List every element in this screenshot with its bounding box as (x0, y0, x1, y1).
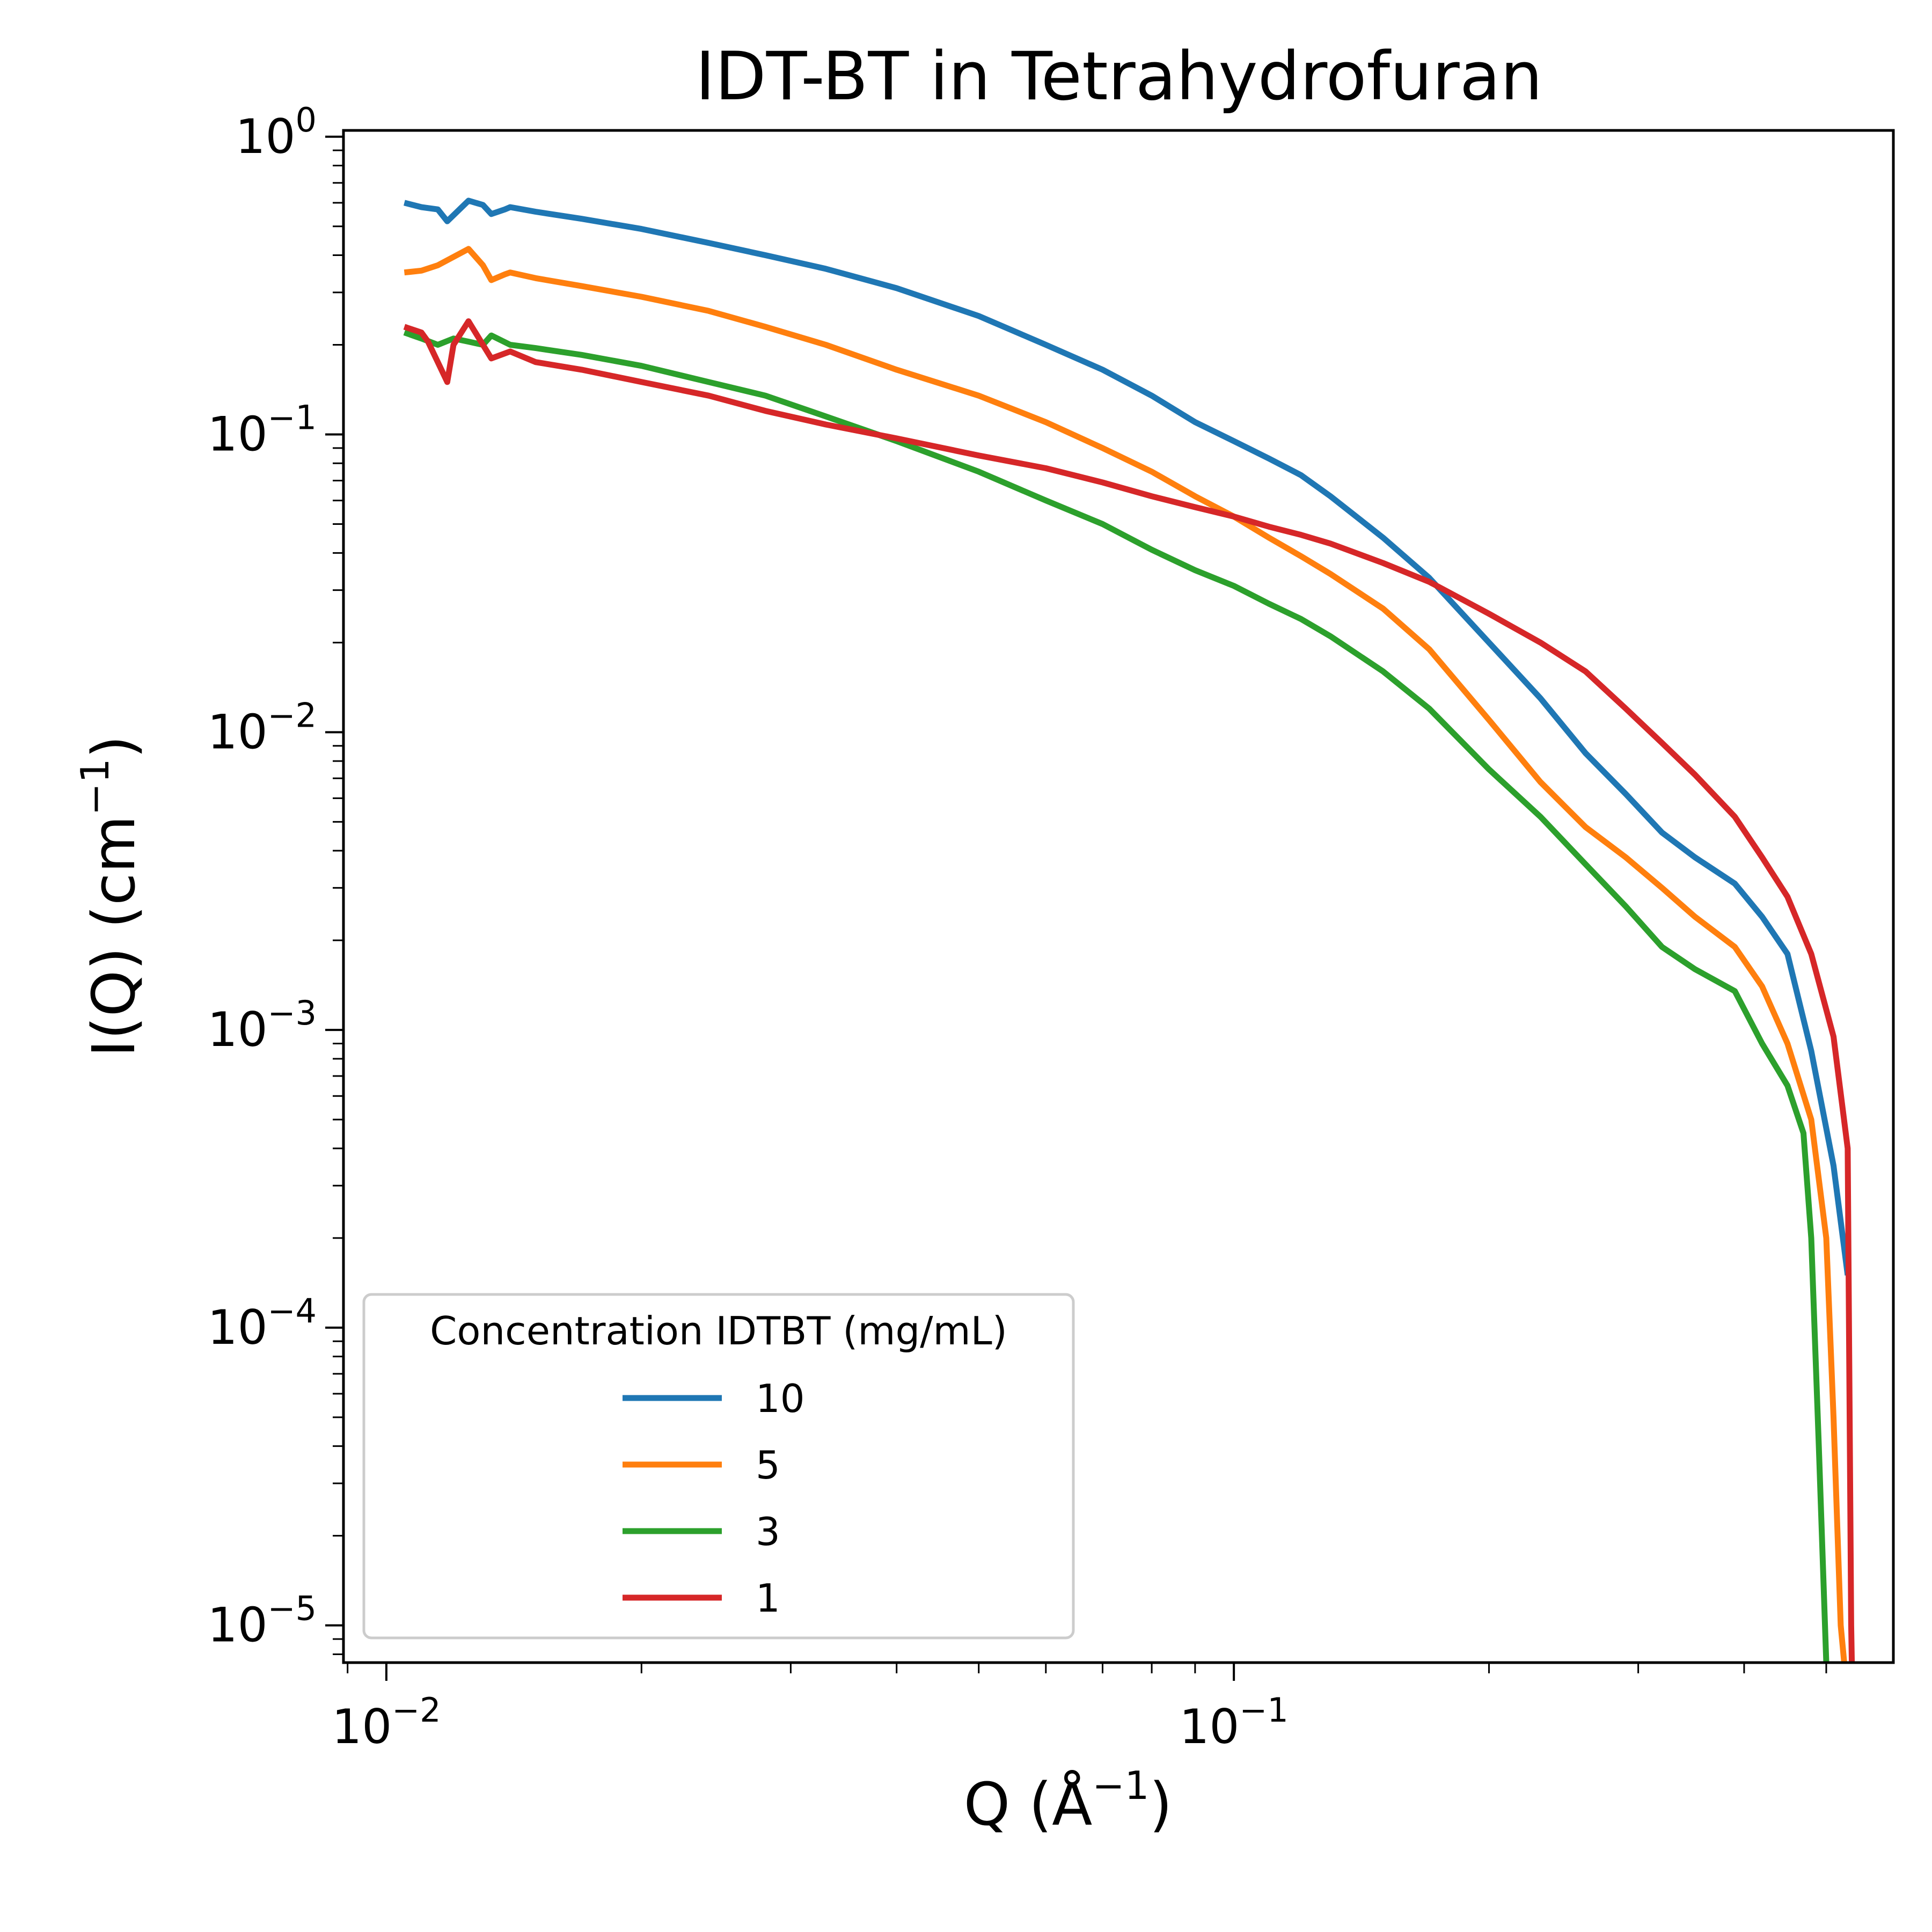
plot-frame (342, 129, 1895, 1664)
legend-title: Concentration IDTBT (mg/mL) (430, 1308, 1007, 1353)
plot-area (342, 129, 1895, 1664)
x-axis-label: Q (Å−1) (964, 1763, 1173, 1839)
y-axis-label: I(Q) (cm−1) (72, 735, 148, 1057)
x-tick-exponent: −1 (1239, 1690, 1288, 1730)
x-axis-label-text: Q (Å (964, 1769, 1093, 1839)
x-axis: 10−2 10−1 (332, 1663, 1827, 1754)
y-tick-exponent: −1 (268, 398, 317, 437)
y-tick-base: 10 (236, 109, 296, 164)
y-tick-label: 10−1 (208, 398, 317, 462)
legend-label: 3 (756, 1509, 780, 1554)
x-tick-label: 10−1 (1179, 1690, 1288, 1754)
series-line-5 (404, 246, 1847, 1663)
series-line-10 (404, 197, 1851, 1276)
x-tick-exponent: −2 (392, 1690, 441, 1730)
legend-label: 10 (756, 1376, 805, 1421)
y-tick-exponent: −5 (268, 1589, 317, 1628)
legend: Concentration IDTBT (mg/mL) 10 5 3 1 (362, 1293, 1075, 1640)
legend-label: 1 (756, 1576, 780, 1621)
y-tick-exponent: 0 (296, 100, 317, 140)
y-tick-label: 10−3 (208, 993, 317, 1057)
x-tick-label: 10−2 (332, 1690, 441, 1754)
y-tick-exponent: −2 (268, 696, 317, 735)
y-tick-label: 10−2 (208, 696, 317, 759)
x-tick-base: 10 (332, 1699, 392, 1754)
y-tick-exponent: −3 (268, 993, 317, 1033)
y-tick-base: 10 (208, 407, 268, 462)
y-tick-base: 10 (208, 1598, 268, 1653)
y-axis-label-exponent: −1 (72, 758, 118, 815)
y-axis-label-close: ) (79, 735, 148, 758)
y-tick-base: 10 (208, 1300, 268, 1355)
chart-title: IDT-BT in Tetrahydrofuran (696, 38, 1543, 115)
legend-label: 5 (756, 1443, 780, 1488)
x-axis-label-close: ) (1149, 1770, 1172, 1839)
series-line-1 (403, 318, 1855, 1663)
y-tick-label: 10−4 (208, 1291, 317, 1355)
y-tick-base: 10 (208, 704, 268, 759)
series-group (403, 197, 1855, 1663)
x-tick-base: 10 (1179, 1699, 1239, 1754)
y-tick-exponent: −4 (268, 1291, 317, 1330)
series-line-3 (403, 330, 1829, 1663)
y-tick-label: 10−5 (208, 1589, 317, 1653)
x-axis-label-exponent: −1 (1092, 1763, 1149, 1808)
y-tick-base: 10 (208, 1002, 268, 1057)
legend-entries: 10 5 3 1 (623, 1376, 805, 1621)
y-tick-label: 100 (236, 100, 317, 164)
y-axis-label-text: I(Q) (cm (79, 815, 148, 1057)
